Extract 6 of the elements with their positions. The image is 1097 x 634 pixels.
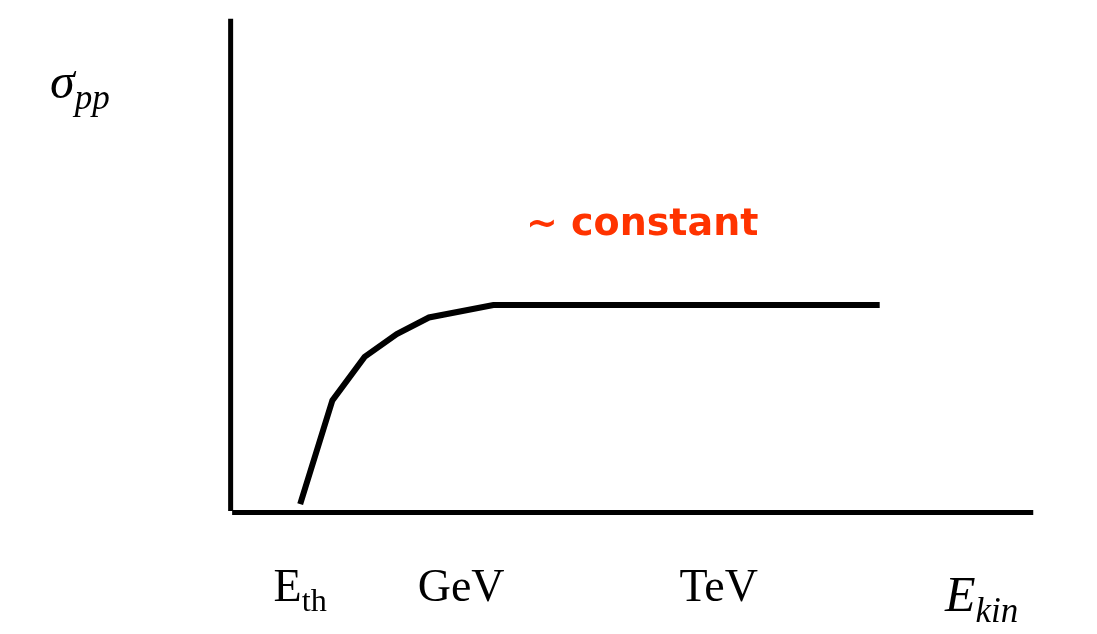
text: ~ constant <box>526 200 759 244</box>
x-axis-title: E$_{kin}$ <box>944 566 1019 630</box>
x-tick-label: TeV <box>679 560 758 611</box>
y-axis-title: σ$_{pp}$ <box>50 53 110 117</box>
x-tick-label: GeV <box>417 560 505 611</box>
x-tick-label: E$_{th}$ <box>273 560 327 618</box>
